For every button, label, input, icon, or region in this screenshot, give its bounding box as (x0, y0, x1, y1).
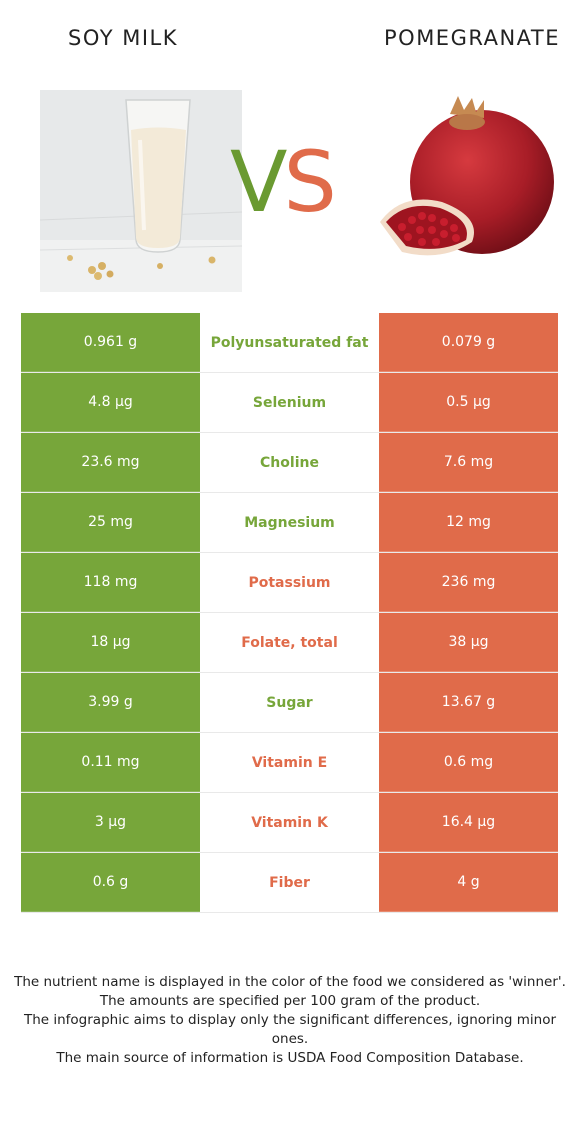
nutrient-name: Vitamin E (200, 733, 379, 792)
nutrient-name: Fiber (200, 853, 379, 912)
right-food-title: POMEGRANATE (384, 26, 560, 50)
right-value: 38 µg (379, 613, 558, 672)
left-value: 0.961 g (21, 313, 200, 372)
vs-label: VS (230, 132, 350, 232)
left-value: 25 mg (21, 493, 200, 552)
nutrient-name: Selenium (200, 373, 379, 432)
left-value: 0.6 g (21, 853, 200, 912)
right-value: 0.5 µg (379, 373, 558, 432)
table-row: 3 µg Vitamin K 16.4 µg (21, 793, 558, 853)
nutrient-name: Polyunsaturated fat (200, 313, 379, 372)
table-row: 0.11 mg Vitamin E 0.6 mg (21, 733, 558, 793)
left-value: 118 mg (21, 553, 200, 612)
note-source: The main source of information is USDA F… (56, 1050, 524, 1066)
left-value: 0.11 mg (21, 733, 200, 792)
right-value: 0.079 g (379, 313, 558, 372)
table-row: 118 mg Potassium 236 mg (21, 553, 558, 613)
right-value: 7.6 mg (379, 433, 558, 492)
nutrient-name: Vitamin K (200, 793, 379, 852)
vs-v: V (230, 133, 288, 231)
table-row: 25 mg Magnesium 12 mg (21, 493, 558, 553)
vs-s: S (283, 133, 336, 231)
left-food-title: SOY MILK (68, 26, 178, 50)
table-row: 18 µg Folate, total 38 µg (21, 613, 558, 673)
left-value: 23.6 mg (21, 433, 200, 492)
right-value: 16.4 µg (379, 793, 558, 852)
nutrient-name: Magnesium (200, 493, 379, 552)
right-value: 236 mg (379, 553, 558, 612)
nutrient-name: Potassium (200, 553, 379, 612)
pomegranate-image (380, 96, 554, 256)
left-value: 3 µg (21, 793, 200, 852)
right-value: 4 g (379, 853, 558, 912)
note-aims: The infographic aims to display only the… (23, 1012, 557, 1047)
nutrient-name: Choline (200, 433, 379, 492)
left-value: 4.8 µg (21, 373, 200, 432)
footnotes: The nutrient name is displayed in the co… (14, 973, 566, 1068)
table-row: 23.6 mg Choline 7.6 mg (21, 433, 558, 493)
nutrient-name: Folate, total (200, 613, 379, 672)
nutrient-name: Sugar (200, 673, 379, 732)
nutrient-table: 0.961 g Polyunsaturated fat 0.079 g 4.8 µg S… (21, 313, 558, 913)
right-value: 13.67 g (379, 673, 558, 732)
table-row: 0.961 g Polyunsaturated fat 0.079 g (21, 313, 558, 373)
note-winner: The nutrient name is displayed in the co… (14, 974, 566, 990)
right-value: 0.6 mg (379, 733, 558, 792)
right-value: 12 mg (379, 493, 558, 552)
table-row: 4.8 µg Selenium 0.5 µg (21, 373, 558, 433)
note-amounts: The amounts are specified per 100 gram o… (99, 993, 481, 1009)
table-row: 0.6 g Fiber 4 g (21, 853, 558, 913)
soy-milk-image (40, 90, 242, 292)
left-value: 18 µg (21, 613, 200, 672)
left-value: 3.99 g (21, 673, 200, 732)
table-row: 3.99 g Sugar 13.67 g (21, 673, 558, 733)
